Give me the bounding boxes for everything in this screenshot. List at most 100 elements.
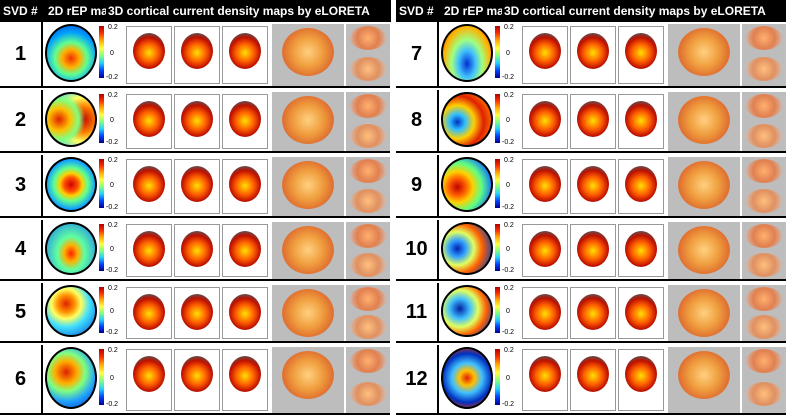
- brain-slice-image: [133, 166, 165, 202]
- axial-slice: [522, 94, 568, 149]
- svd-row: 12 0.2 0 -0.2: [396, 345, 786, 415]
- brain-slice-image: [625, 101, 657, 137]
- colorbar: [495, 224, 500, 271]
- brain-surface: [350, 315, 386, 339]
- axial-slice: [126, 349, 172, 411]
- brain-slice-image: [181, 101, 213, 137]
- colorbar-mid-label: 0: [110, 116, 114, 124]
- brain-slice-image: [625, 356, 657, 392]
- brain-slice-image: [133, 101, 165, 137]
- colorbar-max-label: 0.2: [108, 157, 118, 164]
- brain-surface: [746, 315, 782, 339]
- colorbar: [495, 94, 500, 143]
- colorbar-min-label: -0.2: [502, 139, 515, 146]
- brain-slice-image: [133, 33, 165, 69]
- inflated-brain-top-view: [272, 92, 344, 151]
- brain-slice-image: [625, 166, 657, 202]
- brain-surface: [350, 287, 386, 311]
- svd-row: 8 0.2 0 -0.2: [396, 90, 786, 153]
- header-cortical-maps: 3D cortical current density maps by eLOR…: [502, 0, 786, 22]
- brain-slice-image: [577, 294, 609, 330]
- svd-row: 11 0.2 0 -0.2: [396, 283, 786, 343]
- inflated-brain-top-view: [272, 285, 344, 341]
- inflated-brain-side-views: [346, 222, 390, 279]
- inflated-brain-side-views: [346, 24, 390, 86]
- panel-1: SVD #2D rEP maps3D cortical current dens…: [0, 0, 392, 417]
- brain-slice-image: [229, 101, 261, 137]
- brain-surface: [746, 159, 782, 183]
- sagittal-slice: [570, 349, 616, 411]
- colorbar-mid-label: 0: [506, 245, 510, 253]
- brain-slice-image: [529, 101, 561, 137]
- sagittal-slice: [174, 287, 220, 339]
- rep-topomap: [441, 157, 493, 212]
- svd-number: 9: [396, 155, 439, 216]
- colorbar-min-label: -0.2: [502, 329, 515, 336]
- brain-slice-image: [577, 166, 609, 202]
- colorbar-min-label: -0.2: [502, 74, 515, 81]
- colorbar: [99, 224, 104, 271]
- colorbar: [99, 26, 104, 78]
- coronal-slice: [618, 94, 664, 149]
- colorbar: [99, 287, 104, 333]
- colorbar-max-label: 0.2: [504, 24, 514, 31]
- axial-slice: [126, 159, 172, 214]
- inflated-brain-top-view: [272, 24, 344, 86]
- brain-slice-image: [229, 33, 261, 69]
- brain-surface: [350, 159, 386, 183]
- brain-surface: [746, 224, 782, 248]
- brain-surface: [678, 351, 730, 399]
- brain-slice-image: [625, 294, 657, 330]
- colorbar-max-label: 0.2: [504, 157, 514, 164]
- axial-slice: [522, 349, 568, 411]
- rep-topomap: [45, 347, 97, 409]
- inflated-brain-top-view: [272, 347, 344, 413]
- brain-slice-image: [625, 33, 657, 69]
- brain-slice-image: [133, 294, 165, 330]
- brain-surface: [282, 289, 334, 337]
- coronal-slice: [618, 349, 664, 411]
- brain-slice-image: [229, 166, 261, 202]
- coronal-slice: [618, 26, 664, 84]
- brain-surface: [282, 351, 334, 399]
- sagittal-slice: [570, 224, 616, 277]
- colorbar-max-label: 0.2: [504, 92, 514, 99]
- svd-row: 6 0.2 0 -0.2: [0, 345, 390, 415]
- brain-slice-image: [229, 294, 261, 330]
- brain-surface: [678, 96, 730, 144]
- brain-slice-image: [181, 294, 213, 330]
- sagittal-slice: [570, 287, 616, 339]
- svd-row: 4 0.2 0 -0.2: [0, 220, 390, 281]
- colorbar-min-label: -0.2: [106, 401, 119, 408]
- panel-gap: [391, 0, 395, 417]
- svd-number: 6: [0, 345, 43, 413]
- brain-slice-image: [577, 231, 609, 267]
- brain-surface: [282, 96, 334, 144]
- svd-row: 1 0.2 0 -0.2: [0, 22, 390, 88]
- colorbar-max-label: 0.2: [504, 222, 514, 229]
- colorbar-min-label: -0.2: [106, 139, 119, 146]
- inflated-brain-top-view: [668, 24, 740, 86]
- rep-topomap: [45, 157, 97, 212]
- colorbar-max-label: 0.2: [108, 285, 118, 292]
- inflated-brain-side-views: [742, 285, 786, 341]
- brain-slice-image: [577, 356, 609, 392]
- header-rep-maps: 2D rEP maps: [440, 0, 506, 22]
- rep-topomap: [45, 92, 97, 147]
- colorbar-min-label: -0.2: [502, 401, 515, 408]
- brain-slice-image: [181, 231, 213, 267]
- brain-surface: [746, 123, 782, 148]
- colorbar-max-label: 0.2: [108, 347, 118, 354]
- brain-slice-image: [529, 33, 561, 69]
- axial-slice: [522, 26, 568, 84]
- brain-surface: [678, 226, 730, 274]
- svd-number: 3: [0, 155, 43, 216]
- inflated-brain-side-views: [742, 222, 786, 279]
- header-rep-maps: 2D rEP maps: [44, 0, 110, 22]
- sagittal-slice: [570, 94, 616, 149]
- header-svd: SVD #: [396, 0, 443, 22]
- brain-surface: [350, 349, 386, 373]
- inflated-brain-top-view: [668, 347, 740, 413]
- brain-slice-image: [229, 356, 261, 392]
- svd-row: 3 0.2 0 -0.2: [0, 155, 390, 218]
